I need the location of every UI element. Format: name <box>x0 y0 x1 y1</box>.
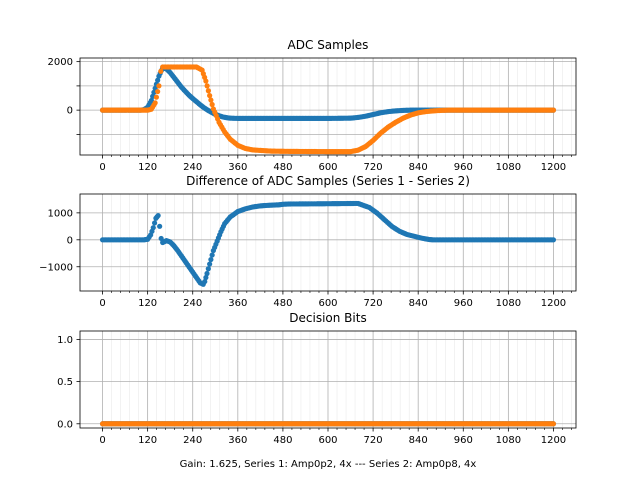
x-tick-label: 840 <box>409 298 428 309</box>
y-tick-label: 1000 <box>48 208 73 219</box>
data-point <box>205 88 211 94</box>
data-point <box>204 270 210 277</box>
data-point <box>148 97 154 104</box>
data-point <box>209 101 215 108</box>
data-point <box>152 100 158 106</box>
x-tick-label: 600 <box>318 298 337 309</box>
data-point <box>202 278 208 285</box>
x-tick-label: 120 <box>138 435 157 446</box>
data-point <box>550 237 557 243</box>
data-point <box>155 88 161 95</box>
adc-samples-panel: 0 120 240 360 480 600 720 840 960 1080 1200 0 2000 A… <box>48 38 577 173</box>
data-point <box>156 83 162 89</box>
data-point <box>550 421 557 427</box>
axes-frame <box>79 193 577 292</box>
difference-panel: 0 120 240 360 480 600 720 840 960 1080 1200 −1000 0 1… <box>39 174 577 309</box>
series-2 <box>99 64 557 155</box>
data-point <box>157 223 163 229</box>
data-point <box>153 94 159 100</box>
x-tick-label: 1080 <box>496 298 521 309</box>
data-point <box>150 225 156 231</box>
data-point <box>207 92 213 99</box>
series-2 <box>99 421 557 427</box>
x-tick-label: 360 <box>228 435 247 446</box>
chart-xlabel: Gain: 1.625, Series 1: Amp0p2, 4x --- Se… <box>180 459 477 470</box>
data-point <box>208 97 214 103</box>
x-tick-label: 600 <box>318 162 337 173</box>
data-point <box>208 256 214 263</box>
x-tick-label: 840 <box>409 162 428 173</box>
x-tick-label: 720 <box>364 435 383 446</box>
x-tick-label: 960 <box>454 162 473 173</box>
x-tick-label: 1200 <box>541 298 566 309</box>
series-1 <box>99 200 557 287</box>
data-point <box>550 107 557 113</box>
data-point <box>155 77 161 83</box>
x-tick-label: 240 <box>183 162 202 173</box>
x-tick-label: 1200 <box>541 162 566 173</box>
x-tick-label: 720 <box>364 162 383 173</box>
chart-title: ADC Samples <box>288 38 369 52</box>
data-point <box>204 83 210 89</box>
y-tick-label: 2000 <box>48 57 73 68</box>
x-tick-label: 0 <box>99 162 105 173</box>
x-tick-label: 240 <box>183 435 202 446</box>
chart-title: Difference of ADC Samples (Series 1 - Se… <box>186 174 470 188</box>
x-tick-label: 480 <box>273 298 292 309</box>
decision-bits-panel: 0 120 240 360 480 600 720 840 960 1080 1200 0.0 0.5 1… <box>57 311 577 470</box>
axes-frame <box>79 330 577 429</box>
x-tick-label: 960 <box>454 298 473 309</box>
x-tick-label: 360 <box>228 298 247 309</box>
y-tick-label: 0 <box>67 106 73 117</box>
x-tick-label: 360 <box>228 162 247 173</box>
data-point <box>205 266 211 272</box>
x-tick-label: 1200 <box>541 435 566 446</box>
y-tick-label: 0 <box>67 235 73 246</box>
data-point <box>203 78 209 84</box>
data-point <box>151 220 158 226</box>
x-tick-label: 0 <box>99 298 105 309</box>
axes-frame <box>79 57 577 156</box>
data-point <box>158 68 164 74</box>
y-tick-label: 1.0 <box>57 335 73 346</box>
data-point <box>155 212 161 219</box>
data-point <box>203 274 209 281</box>
data-point <box>209 252 215 258</box>
x-tick-label: 960 <box>454 435 473 446</box>
chart-title: Decision Bits <box>289 311 366 325</box>
x-tick-label: 480 <box>273 162 292 173</box>
x-tick-label: 240 <box>183 298 202 309</box>
x-tick-label: 1080 <box>496 435 521 446</box>
x-tick-label: 480 <box>273 435 292 446</box>
x-tick-label: 0 <box>99 435 105 446</box>
y-tick-label: 0.0 <box>57 419 73 430</box>
x-tick-label: 1080 <box>496 162 521 173</box>
x-tick-label: 720 <box>364 298 383 309</box>
x-tick-label: 120 <box>138 298 157 309</box>
x-tick-label: 120 <box>138 162 157 173</box>
y-tick-label: −1000 <box>39 262 73 273</box>
x-tick-label: 600 <box>318 435 337 446</box>
y-tick-label: 0.5 <box>57 377 73 388</box>
data-point <box>207 261 213 267</box>
x-tick-label: 840 <box>409 435 428 446</box>
